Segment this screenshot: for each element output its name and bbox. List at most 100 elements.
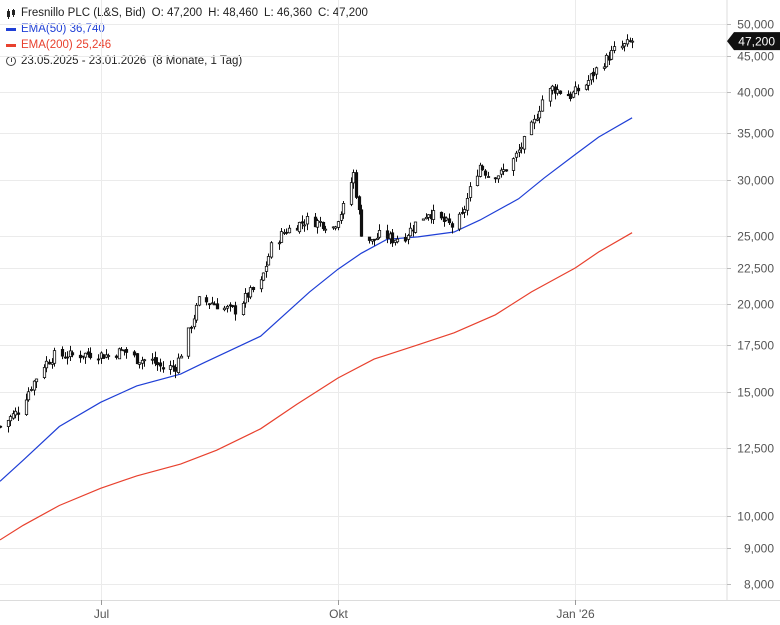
candle-body — [150, 358, 155, 361]
candle-body — [158, 362, 163, 367]
candle-body — [468, 186, 473, 198]
candle-body — [261, 272, 266, 281]
ema-lines — [0, 117, 633, 541]
candle — [323, 225, 328, 234]
candle — [96, 354, 101, 365]
candle — [511, 157, 516, 176]
y-tick-label: 40,000 — [737, 86, 774, 100]
low-label: L: — [264, 7, 274, 19]
candle — [504, 169, 509, 172]
candle-body — [119, 349, 124, 352]
candle — [230, 304, 235, 308]
candle-body — [511, 158, 516, 171]
candle-body — [315, 220, 320, 228]
candle-body — [612, 46, 617, 51]
candle-body — [457, 213, 462, 230]
candle — [591, 67, 596, 83]
candle — [161, 361, 166, 373]
y-tick-label: 20,000 — [737, 298, 774, 312]
candle — [287, 224, 292, 234]
candle — [519, 142, 524, 154]
candle — [233, 301, 238, 321]
ema200-label: EMA(200) — [21, 39, 73, 51]
candle — [620, 40, 625, 50]
candle — [385, 224, 390, 244]
chart-legend: Fresnillo PLC (L&S, Bid) O: 47,200 H: 48… — [6, 5, 368, 69]
candle — [101, 354, 106, 359]
candle — [225, 304, 230, 313]
candle-body — [16, 412, 21, 415]
candle-body — [215, 303, 220, 310]
instrument-name: Fresnillo PLC (L&S, Bid) — [21, 7, 146, 19]
candle — [119, 346, 124, 352]
open-value: 47,200 — [166, 7, 203, 19]
candle — [589, 73, 594, 85]
candle-body — [277, 242, 282, 245]
low-value: 46,360 — [276, 7, 313, 19]
candle — [222, 305, 227, 312]
candle-body — [604, 54, 609, 68]
candle-body — [114, 355, 119, 358]
candle-body — [204, 297, 209, 303]
candle — [135, 353, 140, 365]
candle — [305, 212, 310, 231]
candle — [266, 253, 271, 266]
candle-body — [176, 357, 181, 374]
close-value: 47,200 — [332, 7, 368, 19]
candle-body — [52, 350, 57, 364]
candle — [142, 358, 147, 367]
candle-body — [179, 355, 184, 359]
date-range-detail: (8 Monate, 1 Tag) — [152, 55, 243, 67]
candle — [26, 387, 31, 402]
candle — [155, 357, 160, 371]
open-label: O: — [151, 7, 164, 19]
candle — [60, 346, 65, 360]
candle-body — [142, 359, 147, 362]
candle — [197, 296, 202, 307]
candle-body — [106, 355, 111, 357]
candle — [243, 288, 248, 308]
candle-body — [34, 378, 39, 383]
y-tick-label: 22,500 — [737, 262, 774, 276]
candle — [517, 143, 522, 158]
candle — [460, 207, 465, 215]
candle — [413, 221, 418, 234]
candle — [550, 84, 555, 95]
candle — [625, 34, 630, 47]
candle-body — [135, 353, 140, 365]
candle-body — [13, 410, 18, 416]
candle — [548, 87, 553, 107]
candle-body — [225, 306, 230, 309]
candle-body — [266, 256, 271, 266]
candle-body — [395, 238, 400, 243]
candle-body — [189, 326, 194, 329]
candle-body — [26, 391, 31, 401]
candle — [52, 347, 57, 367]
candle-body — [333, 226, 338, 229]
candle-body — [161, 367, 166, 370]
candle — [339, 211, 344, 224]
candle-body — [483, 170, 488, 176]
candle — [124, 347, 129, 359]
candle-body — [424, 216, 429, 220]
candle — [372, 238, 377, 246]
candle-body — [499, 169, 504, 175]
candle-body — [230, 305, 235, 307]
x-tick-label: Jan '26 — [556, 607, 595, 621]
candle — [555, 84, 560, 96]
candle-body — [171, 365, 176, 368]
candle-body — [132, 351, 137, 356]
candle-body — [349, 182, 354, 205]
y-tick-label: 30,000 — [737, 174, 774, 188]
candle — [395, 235, 400, 244]
candle-body — [385, 230, 390, 239]
candle — [354, 169, 359, 199]
candle-body — [408, 227, 413, 237]
candle — [375, 233, 380, 241]
candle-body — [300, 221, 305, 224]
candle — [568, 91, 573, 102]
candle-body — [24, 399, 29, 415]
candle-body — [351, 172, 356, 184]
candle — [173, 364, 178, 379]
